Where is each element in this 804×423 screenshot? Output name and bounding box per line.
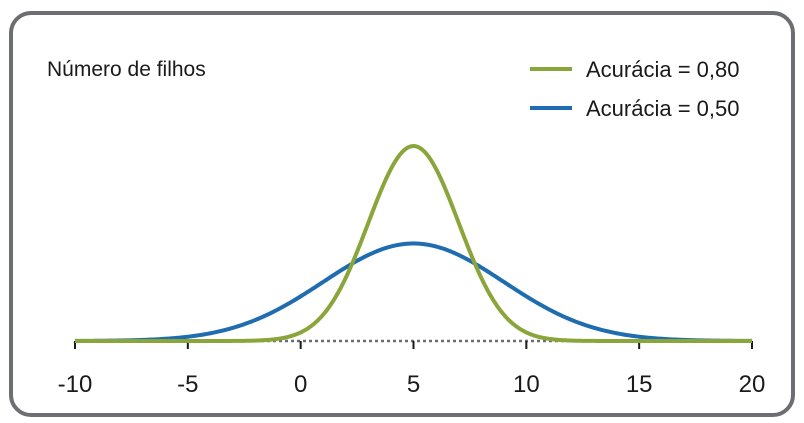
legend-label-accuracy-080: Acurácia = 0,80 xyxy=(586,57,739,82)
x-axis-tick-labels: -10 -5 0 5 10 15 20 xyxy=(58,371,766,398)
x-tick-label: 5 xyxy=(407,371,420,398)
legend-label-accuracy-050: Acurácia = 0,50 xyxy=(586,96,739,121)
x-tick-label: 0 xyxy=(294,371,307,398)
series-line-accuracy-050 xyxy=(75,241,752,343)
x-tick-label: -10 xyxy=(58,371,93,398)
x-tick-label: 15 xyxy=(626,371,653,398)
series-line-accuracy-080 xyxy=(75,144,752,343)
x-tick-label: -5 xyxy=(177,371,198,398)
chart-title: Número de filhos xyxy=(47,58,206,81)
legend: Acurácia = 0,80 Acurácia = 0,50 xyxy=(530,57,739,121)
chart-frame xyxy=(9,11,795,417)
x-tick-label: 20 xyxy=(739,371,766,398)
x-tick-label: 10 xyxy=(513,371,540,398)
